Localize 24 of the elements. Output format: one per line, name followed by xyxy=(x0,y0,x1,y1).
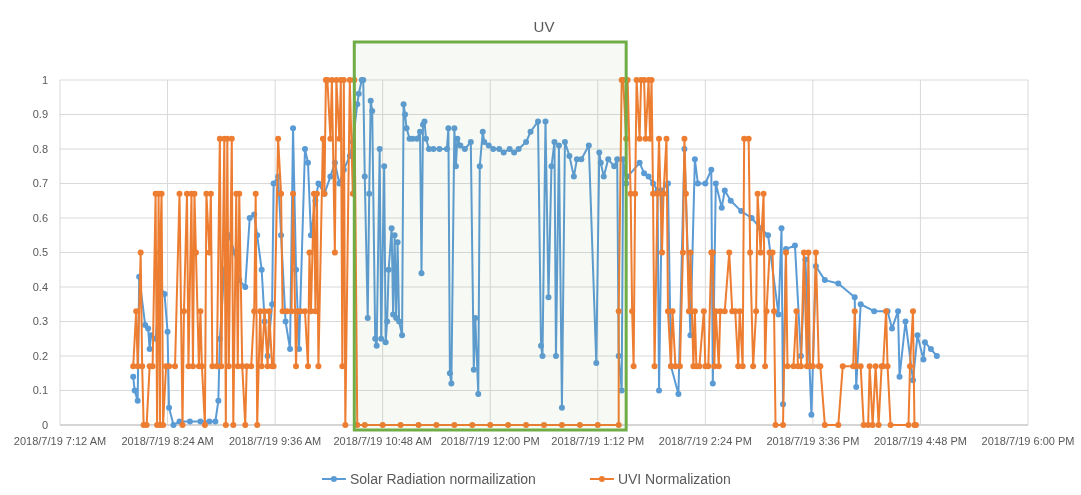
x-tick-label: 2018/7/19 2:24 PM xyxy=(658,435,752,447)
legend-label: UVI Normalization xyxy=(617,470,731,487)
x-tick-label: 2018/7/19 12:00 PM xyxy=(440,435,540,447)
y-tick-label: 0.9 xyxy=(32,108,48,121)
legend-label: Solar Radiation normailization xyxy=(349,470,536,487)
x-tick-label: 2018/7/19 8:24 AM xyxy=(121,435,214,447)
x-tick-label: 2018/7/19 7:12 AM xyxy=(13,435,107,447)
y-tick-label: 0.5 xyxy=(32,246,48,259)
x-tick-label: 2018/7/19 10:48 AM xyxy=(333,435,432,447)
y-tick-label: 0 xyxy=(41,418,48,431)
y-tick-label: 0.1 xyxy=(32,384,48,397)
y-tick-label: 0.7 xyxy=(32,177,48,190)
x-tick-label: 2018/7/19 4:48 PM xyxy=(873,435,967,447)
x-tick-label: 2018/7/19 9:36 AM xyxy=(228,435,322,447)
y-tick-label: 0.4 xyxy=(32,280,48,293)
y-tick-label: 0.3 xyxy=(32,315,48,328)
x-tick-label: 2018/7/19 3:36 PM xyxy=(766,435,860,447)
y-tick-label: 0.8 xyxy=(32,142,48,155)
y-tick-label: 0.2 xyxy=(32,349,48,362)
x-tick-label: 2018/7/19 1:12 PM xyxy=(551,435,645,447)
chart-title: UV xyxy=(533,18,555,35)
y-tick-label: 1 xyxy=(41,73,48,86)
x-tick-label: 2018/7/19 6:00 PM xyxy=(981,435,1075,447)
y-tick-label: 0.6 xyxy=(32,211,48,224)
